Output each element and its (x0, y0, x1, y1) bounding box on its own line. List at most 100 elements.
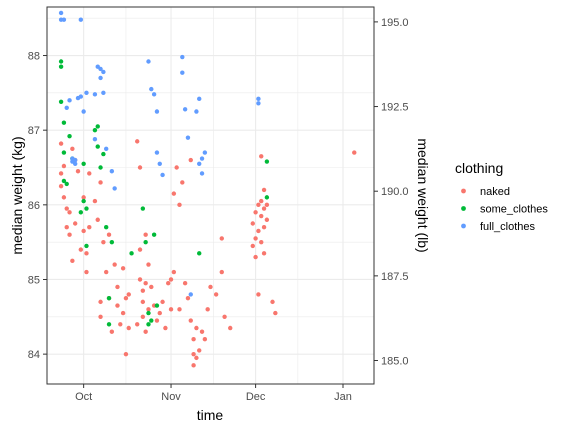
data-point (143, 329, 148, 334)
data-point (154, 303, 160, 308)
data-point (58, 10, 64, 16)
data-point (146, 307, 151, 312)
data-point (253, 236, 258, 241)
data-point (264, 159, 270, 164)
data-point (143, 281, 148, 286)
panel-background (47, 7, 374, 384)
data-point (61, 195, 67, 200)
data-point (171, 191, 177, 196)
data-point (95, 217, 100, 222)
data-point (261, 206, 267, 211)
data-point (219, 269, 224, 275)
legend: clothing naked some_clothes full_clothes (455, 160, 548, 233)
data-point (270, 299, 275, 305)
data-point (101, 90, 106, 96)
data-point (135, 139, 140, 144)
y-tick-label: 87 (28, 125, 40, 137)
data-point (112, 186, 117, 191)
data-point (98, 314, 103, 320)
data-point (194, 109, 199, 114)
data-point (137, 277, 143, 282)
x-tick-label: Oct (75, 391, 92, 403)
data-point (250, 243, 255, 249)
data-point (180, 70, 185, 75)
x-axis: Oct Nov Dec Jan (75, 384, 352, 403)
data-point (58, 99, 64, 105)
data-point (137, 247, 143, 252)
data-point (182, 281, 188, 286)
data-point (58, 59, 64, 64)
data-point (197, 251, 202, 256)
data-point (67, 98, 72, 103)
data-point (72, 221, 78, 226)
data-point (213, 292, 219, 297)
legend-key-naked (461, 188, 466, 194)
data-point (129, 251, 134, 256)
data-point (273, 310, 278, 316)
data-point (250, 221, 255, 226)
data-point (92, 136, 98, 142)
data-points (58, 10, 357, 368)
data-point (188, 292, 193, 297)
data-point (115, 284, 120, 290)
panel-border (46, 6, 375, 385)
data-point (81, 198, 86, 204)
data-point (98, 299, 103, 305)
data-point (61, 150, 67, 155)
y-tick-label: 85 (28, 274, 40, 286)
data-point (157, 310, 162, 316)
data-point (149, 86, 154, 92)
data-point (177, 202, 182, 208)
data-point (199, 171, 205, 176)
data-point (58, 171, 64, 176)
data-point (104, 225, 109, 230)
y-axis-left: 84 85 86 87 88 (28, 51, 47, 361)
data-point (84, 251, 89, 256)
data-point (106, 232, 112, 237)
data-point (78, 247, 84, 252)
data-point (259, 213, 264, 219)
data-point (67, 210, 72, 215)
data-point (61, 17, 67, 22)
data-point (188, 157, 193, 163)
data-point (72, 161, 78, 166)
data-point (61, 120, 67, 125)
data-point (78, 210, 84, 215)
data-point (92, 92, 98, 97)
x-tick-label: Jan (334, 391, 352, 403)
data-point (202, 337, 208, 342)
x-tick-label: Dec (246, 391, 266, 403)
data-point (160, 172, 165, 178)
data-point (197, 96, 202, 102)
data-point (256, 202, 261, 208)
data-point (101, 151, 106, 157)
data-point (104, 269, 109, 275)
data-point (70, 146, 75, 152)
y-axis-right: 185.0 187.5 190.0 192.5 195.0 (374, 17, 409, 368)
data-point (171, 269, 177, 275)
data-point (264, 195, 270, 200)
data-point (154, 109, 160, 114)
data-point (84, 206, 89, 211)
legend-title: clothing (455, 160, 503, 176)
data-point (149, 284, 154, 290)
data-point (180, 54, 185, 60)
data-point (87, 225, 92, 230)
data-point (188, 318, 193, 323)
data-point (191, 351, 196, 357)
data-point (197, 161, 202, 166)
legend-key-full-clothes (461, 223, 466, 229)
data-point (112, 262, 117, 267)
data-point (194, 325, 199, 331)
data-point (151, 232, 157, 237)
data-point (61, 178, 67, 184)
y2-tick-label: 195.0 (381, 17, 409, 29)
data-point (75, 169, 81, 174)
data-point (101, 239, 106, 245)
data-point (256, 228, 261, 234)
data-point (58, 64, 64, 69)
legend-label-some-clothes: some_clothes (480, 204, 548, 216)
data-point (137, 165, 143, 170)
data-point (259, 239, 264, 245)
